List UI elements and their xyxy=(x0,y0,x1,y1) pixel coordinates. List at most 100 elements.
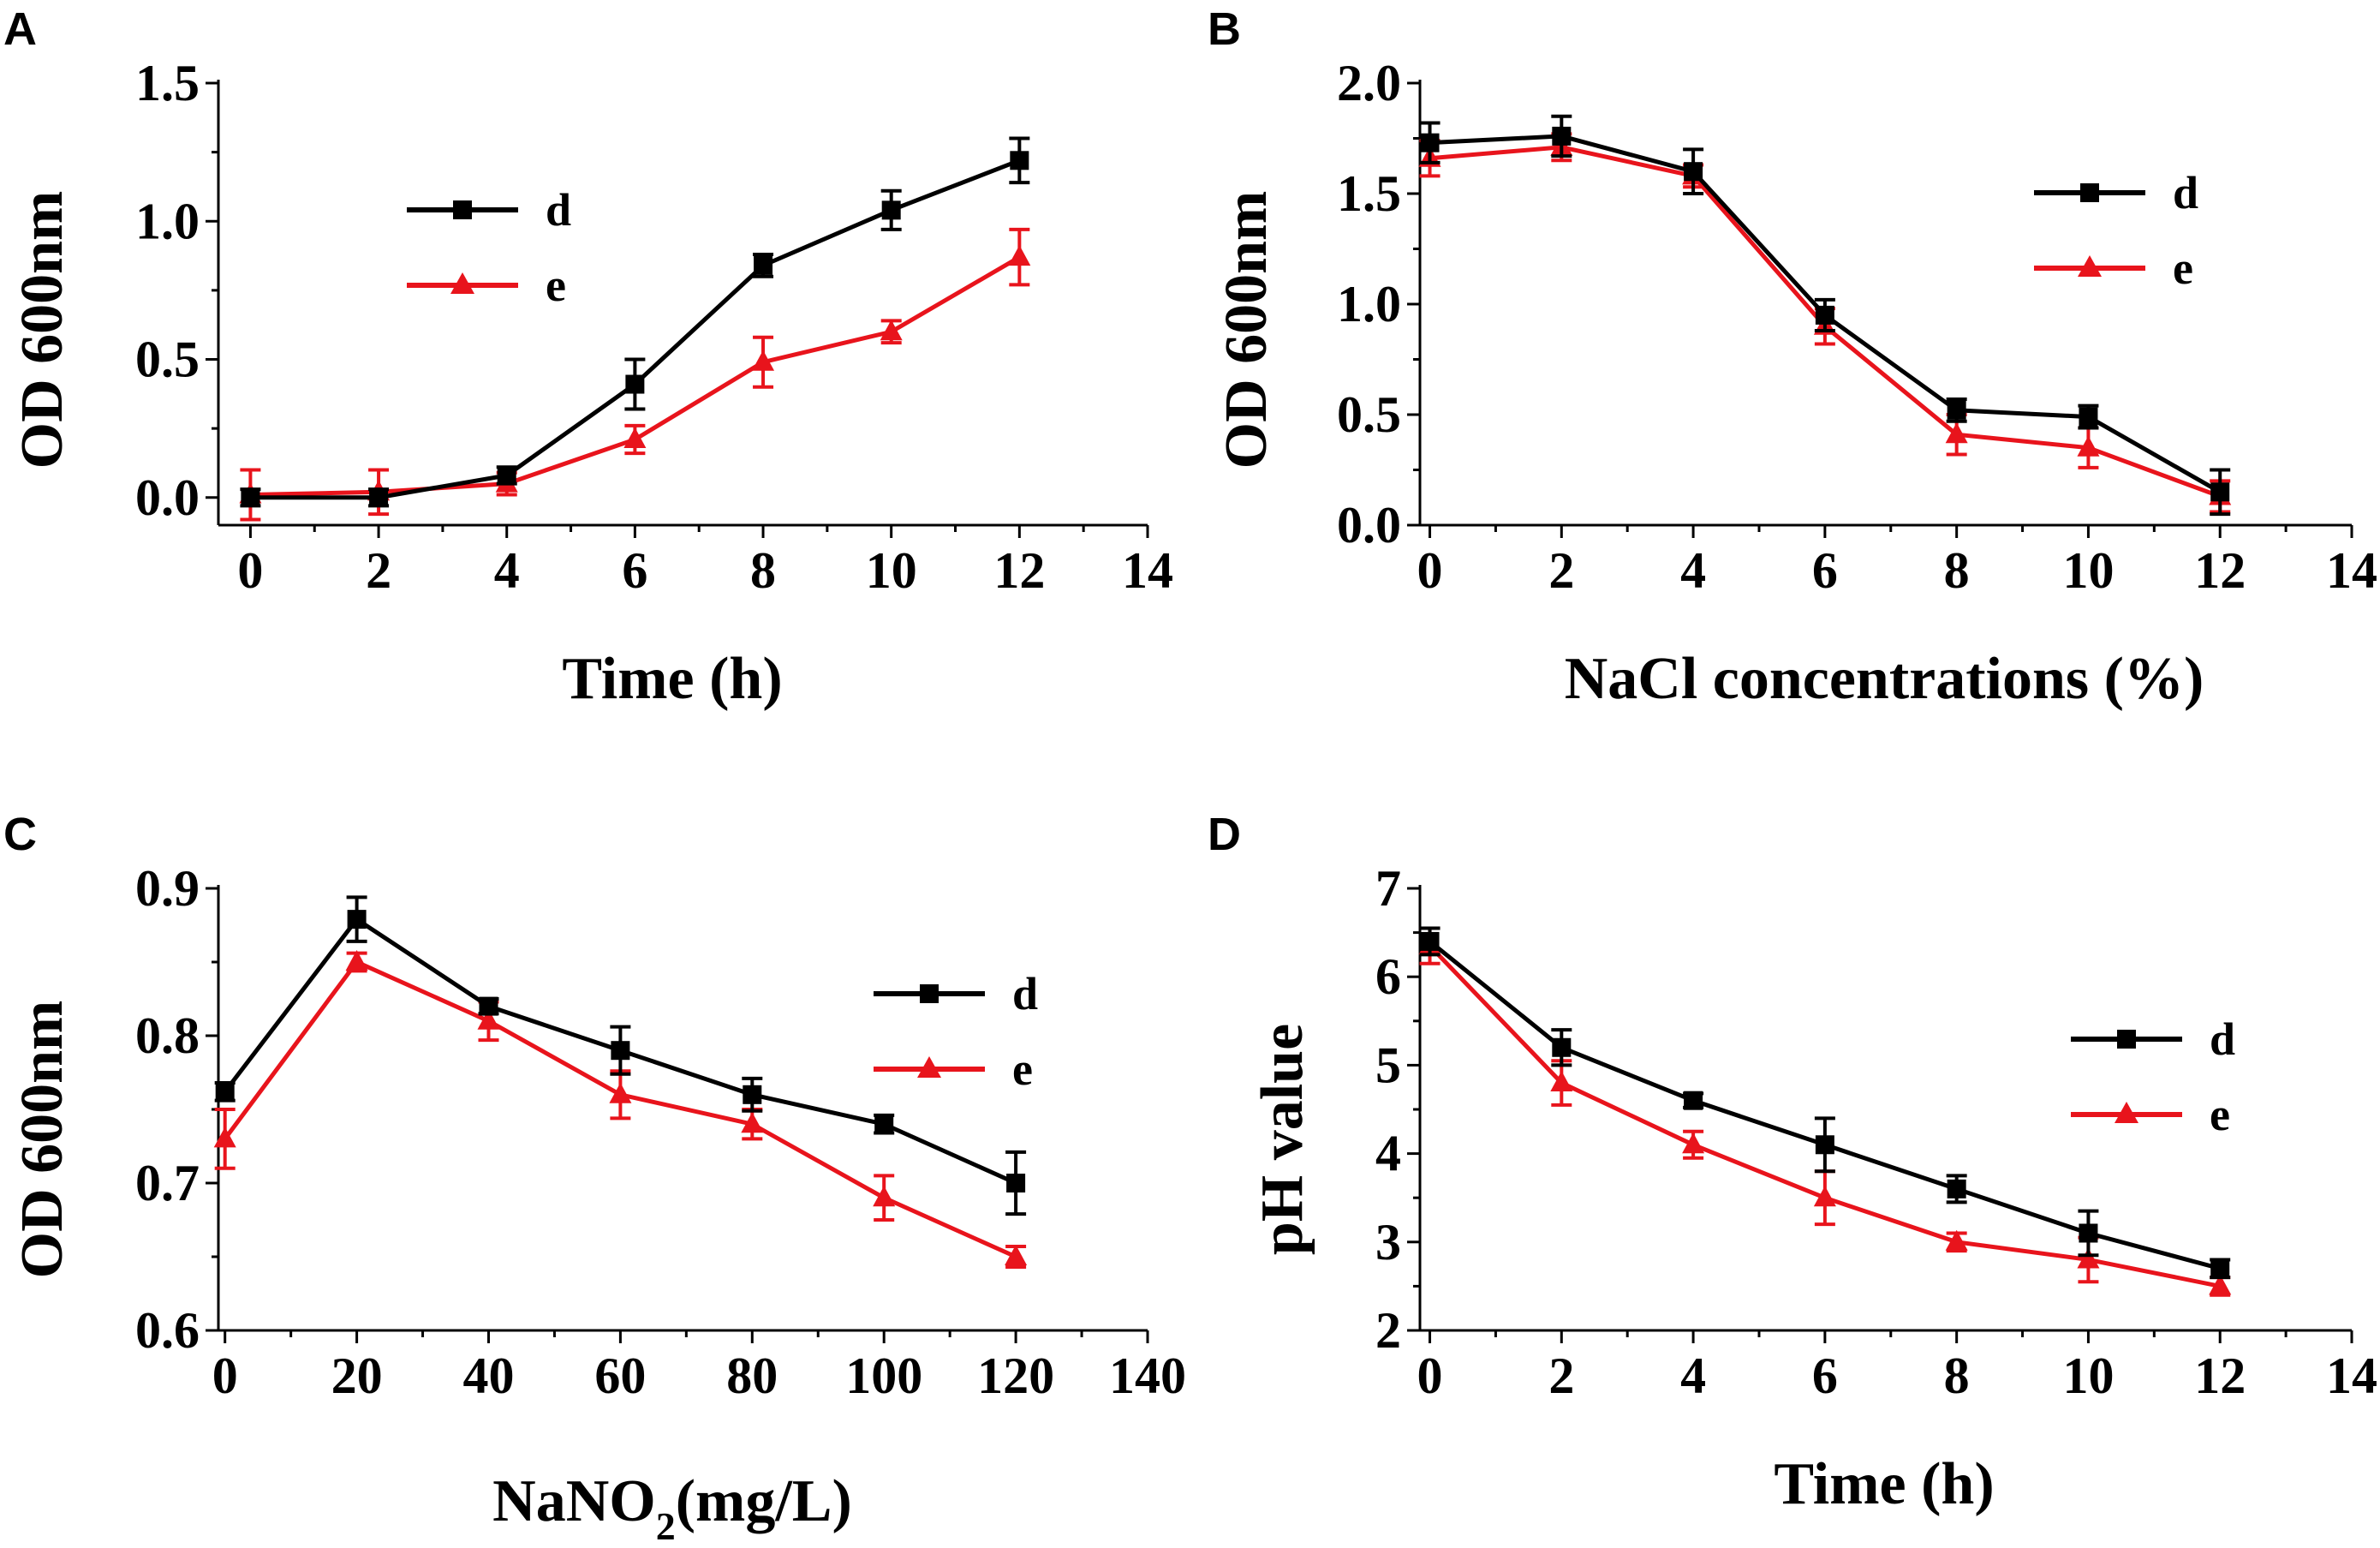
legend-marker-e xyxy=(917,1056,941,1078)
data-point xyxy=(1945,1229,1968,1251)
data-point xyxy=(1945,422,1968,444)
y-tick-label: 1.0 xyxy=(135,193,200,249)
y-axis-title: OD 600nm xyxy=(1214,191,1279,469)
legend-label-e: e xyxy=(546,260,566,311)
legend: de xyxy=(2071,1013,2235,1140)
data-point xyxy=(2077,1247,2100,1269)
y-tick-label: 5 xyxy=(1375,1037,1401,1093)
data-point xyxy=(215,1082,235,1102)
x-tick-label: 6 xyxy=(622,542,647,599)
x-tick-label: 60 xyxy=(594,1348,646,1404)
data-point xyxy=(1682,1133,1705,1154)
data-point xyxy=(345,950,368,971)
legend-marker-e xyxy=(2115,1102,2138,1123)
data-point xyxy=(1684,1091,1703,1110)
data-point xyxy=(1552,126,1572,146)
data-point xyxy=(1420,133,1440,152)
series-d xyxy=(1419,926,2231,1280)
x-tick-label: 20 xyxy=(331,1348,383,1404)
x-tick-label: 0 xyxy=(212,1348,238,1404)
data-point xyxy=(741,1112,764,1133)
data-point xyxy=(477,1008,500,1030)
x-tick-label: 8 xyxy=(1944,542,1970,599)
panel-label: C xyxy=(3,809,37,860)
x-tick-label: 14 xyxy=(2326,1348,2377,1404)
data-point xyxy=(1947,1179,1966,1198)
legend-marker-d xyxy=(453,200,472,219)
x-axis-title: Time (h) xyxy=(562,646,782,712)
x-axis-title-main: NaNO xyxy=(492,1468,656,1534)
panel-label: D xyxy=(1208,809,1241,860)
legend-marker-e xyxy=(2078,255,2102,277)
x-tick-label: 0 xyxy=(1417,542,1443,599)
x-tick-label: 2 xyxy=(1548,542,1574,599)
panel-c: C 0 20 40 60 80 100 120 140 0.6 0.7 0.8 0.9 de NaNO2… xyxy=(3,809,1186,1548)
x-axis-title: NaNO2(mg/L) xyxy=(492,1468,852,1548)
data-point xyxy=(479,996,498,1016)
x-tick-label: 0 xyxy=(1417,1348,1443,1404)
data-point xyxy=(1008,245,1031,266)
series-d xyxy=(214,895,1027,1216)
y-axis-title: OD 600nm xyxy=(9,1001,75,1279)
legend-label-e: e xyxy=(2210,1089,2230,1140)
legend-label-d: d xyxy=(546,184,571,236)
data-point xyxy=(2209,1274,2232,1295)
data-point xyxy=(2210,1258,2230,1278)
data-point xyxy=(1947,400,1966,420)
data-point xyxy=(625,374,645,394)
series-d xyxy=(240,136,1030,508)
data-point xyxy=(743,1085,762,1104)
data-point xyxy=(1684,162,1703,182)
x-tick-label: 2 xyxy=(1548,1348,1574,1404)
x-tick-label: 12 xyxy=(2194,1348,2246,1404)
x-tick-label: 8 xyxy=(1944,1348,1970,1404)
y-tick-label: 2 xyxy=(1375,1302,1401,1359)
x-tick-label: 12 xyxy=(2194,542,2246,599)
series-e xyxy=(213,950,1028,1270)
y-axis-title: pH value xyxy=(1250,1024,1315,1255)
y-tick-label: 1.0 xyxy=(1337,276,1401,332)
data-point xyxy=(874,1115,894,1134)
data-point xyxy=(369,487,389,507)
y-tick-label: 1.5 xyxy=(135,55,200,111)
data-point xyxy=(1420,931,1440,951)
y-tick-label: 0.5 xyxy=(135,332,200,388)
data-point xyxy=(2079,1223,2098,1243)
data-point xyxy=(623,427,647,449)
x-tick-label: 2 xyxy=(366,542,391,599)
data-point xyxy=(609,1082,632,1103)
panel-label: B xyxy=(1208,3,1241,55)
data-point xyxy=(1010,151,1029,170)
data-point xyxy=(2079,407,2098,427)
data-point xyxy=(880,320,903,341)
x-tick-label: 12 xyxy=(993,542,1045,599)
x-tick-label: 6 xyxy=(1812,542,1838,599)
data-point xyxy=(241,487,260,507)
legend-label-d: d xyxy=(1012,968,1038,1019)
y-tick-label: 0.0 xyxy=(135,469,200,526)
x-tick-label: 4 xyxy=(1680,1348,1706,1404)
legend-marker-d xyxy=(2080,183,2099,202)
y-tick-label: 0.8 xyxy=(135,1007,200,1064)
x-tick-label: 140 xyxy=(1109,1348,1186,1404)
legend-label-e: e xyxy=(2173,242,2193,294)
x-tick-label: 120 xyxy=(977,1348,1054,1404)
data-point xyxy=(752,350,775,371)
y-tick-label: 0.7 xyxy=(135,1155,200,1211)
legend-label-d: d xyxy=(2173,167,2198,218)
x-axis-title-subscript: 2 xyxy=(656,1504,676,1548)
data-point xyxy=(611,1041,630,1061)
data-point xyxy=(2210,482,2230,502)
y-tick-label: 0.9 xyxy=(135,860,200,917)
x-axis-title: Time (h) xyxy=(1774,1451,1994,1517)
x-tick-label: 14 xyxy=(1122,542,1173,599)
x-tick-label: 80 xyxy=(726,1348,778,1404)
data-point xyxy=(497,465,516,485)
data-point xyxy=(1005,1245,1028,1265)
data-point xyxy=(213,1127,236,1148)
x-tick-label: 100 xyxy=(845,1348,922,1404)
data-point xyxy=(1552,1037,1572,1057)
y-tick-label: 0.0 xyxy=(1337,497,1401,553)
